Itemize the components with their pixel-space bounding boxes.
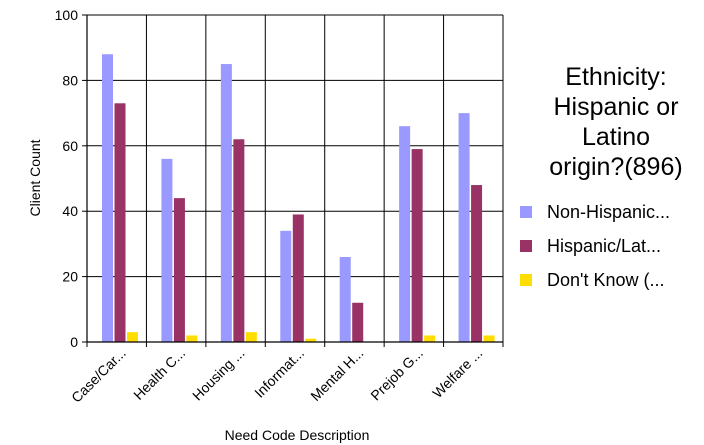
legend-label: Don't Know (... [547,269,665,290]
legend-item-hispanic: Hispanic/Lat... [520,234,661,258]
x-tick-label: Informat... [251,345,307,401]
y-axis-label: Client Count [27,139,43,216]
bar [292,214,304,342]
legend-swatch [520,274,532,286]
legend-title: Ethnicity: Hispanic or Latino origin?(89… [528,62,704,182]
bar [399,126,411,343]
legend-label: Non-Hispanic... [547,201,671,222]
bar [186,335,198,342]
bar [173,198,185,342]
legend-label: Hispanic/Lat... [547,235,662,256]
bar [305,338,317,342]
bar [102,54,113,343]
legend-title-line: Latino [581,123,651,151]
y-tick-label: 80 [62,72,78,88]
bar [220,64,232,343]
legend-item-dont-know: Don't Know (... [520,268,664,292]
x-tick-label: Health C... [130,345,188,403]
bar [233,139,245,342]
bar [352,302,364,342]
bar [161,158,173,342]
legend-item-non-hispanic: Non-Hispanic... [520,200,670,224]
bar [127,332,138,342]
x-tick-labels: Case/Car... Health C... Housing ... Informa… [68,345,485,406]
legend-title-line: Ethnicity: [565,63,667,91]
bar [424,335,436,342]
legend-title-line: origin?(896) [549,153,683,181]
y-tick-label: 40 [62,203,78,219]
bar [471,185,483,342]
y-tick-labels: 0 20 40 60 80 100 [55,7,79,350]
bar [339,256,351,342]
x-tick-label: Prejob G... [367,345,426,404]
legend-swatch [520,206,532,218]
grid-lines [86,14,504,343]
legend-title-line: Hispanic or [553,93,679,121]
bar [483,335,495,342]
legend-swatch [520,240,532,252]
y-tick-label: 20 [62,269,78,285]
y-tick-label: 100 [55,7,79,23]
x-tick-label: Mental H... [307,345,366,404]
x-tick-label: Welfare ... [429,345,485,401]
bar [245,332,257,342]
bars-group [102,54,495,343]
bar [411,149,423,342]
axes [82,14,504,347]
bar [114,103,126,342]
bar [280,230,292,342]
bar [458,113,470,342]
y-tick-label: 60 [62,138,78,154]
x-axis-label: Need Code Description [225,427,370,443]
x-tick-label: Case/Car... [68,345,129,406]
y-tick-label: 0 [70,334,78,350]
x-tick-label: Housing ... [189,345,248,404]
